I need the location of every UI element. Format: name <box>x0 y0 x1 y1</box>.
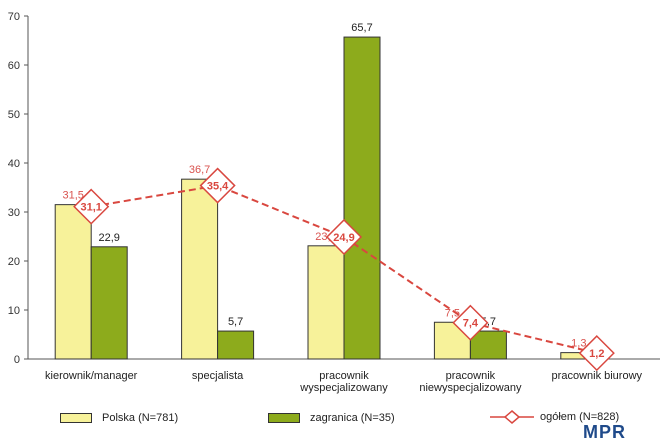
legend-label-zagranica: zagranica (N=35) <box>310 412 395 424</box>
bar-value-label: 36,7 <box>189 164 210 176</box>
y-ticks: 0 10 20 30 40 50 60 70 <box>8 11 28 366</box>
legend-swatch-polska <box>60 413 92 423</box>
line-point-ogolem <box>199 167 236 204</box>
bar-value-label: 7,5 <box>445 307 460 319</box>
x-tick-label: pracownik <box>446 370 496 382</box>
y-tick-label: 40 <box>8 158 20 170</box>
line-point-ogolem <box>73 188 110 225</box>
bar-zagranica <box>469 330 507 360</box>
x-tick-label: wyspecjalizowany <box>299 382 388 394</box>
y-tick-label: 70 <box>8 11 20 23</box>
legend-swatch-zagranica <box>268 413 300 423</box>
line-point-label: 35,4 <box>207 181 229 193</box>
y-tick-label: 60 <box>8 60 20 72</box>
y-tick-label: 0 <box>14 354 20 366</box>
line-series: 31,1 35,4 24,9 7,4 1,2 <box>73 167 615 372</box>
x-labels: kierownik/manager specjalista pracownikwys… <box>45 370 643 394</box>
legend-item-polska: Polska (N=781) <box>60 412 178 424</box>
legend-label-ogolem: ogółem (N=828) <box>540 411 620 423</box>
x-tick-label: niewyspecjalizowany <box>419 382 522 394</box>
x-tick-label: kierownik/manager <box>45 370 138 382</box>
line-point-label: 31,1 <box>80 202 101 214</box>
y-tick-label: 50 <box>8 109 20 121</box>
x-tick-label: pracownik <box>319 370 369 382</box>
y-tick-label: 20 <box>8 256 20 268</box>
line-point-ogolem <box>325 218 363 256</box>
y-tick-label: 10 <box>8 305 20 317</box>
bar-value-label: 65,7 <box>351 22 372 34</box>
bar-polska <box>54 204 92 360</box>
bar-zagranica <box>217 330 255 360</box>
bar-zagranica <box>343 36 381 360</box>
bar-zagranica <box>90 246 128 360</box>
line-point-ogolem <box>578 335 615 372</box>
legend-line-marker <box>490 410 534 424</box>
bars: 31,522,936,75,723,165,77,55,71,3 <box>54 22 598 360</box>
legend-item-ogolem: ogółem (N=828) <box>490 410 619 424</box>
bar-polska <box>181 178 219 360</box>
x-tick-label: pracownik biurowy <box>552 370 643 382</box>
bar-polska <box>307 245 345 360</box>
legend-item-zagranica: zagranica (N=35) <box>268 412 395 424</box>
bar-value-label: 31,5 <box>62 190 83 202</box>
bar-value-label: 1,3 <box>571 338 586 350</box>
bar-value-label: 5,7 <box>228 316 243 328</box>
line-point-label: 7,4 <box>463 318 479 330</box>
line-point-label: 24,9 <box>333 232 354 244</box>
logo: MPR <box>583 422 626 442</box>
line-point-ogolem <box>452 304 489 341</box>
bar-value-label: 22,9 <box>98 232 119 244</box>
legend-label-polska: Polska (N=781) <box>102 412 179 424</box>
y-tick-label: 30 <box>8 207 20 219</box>
line-point-label: 1,2 <box>589 348 604 360</box>
x-tick-label: specjalista <box>192 370 244 382</box>
